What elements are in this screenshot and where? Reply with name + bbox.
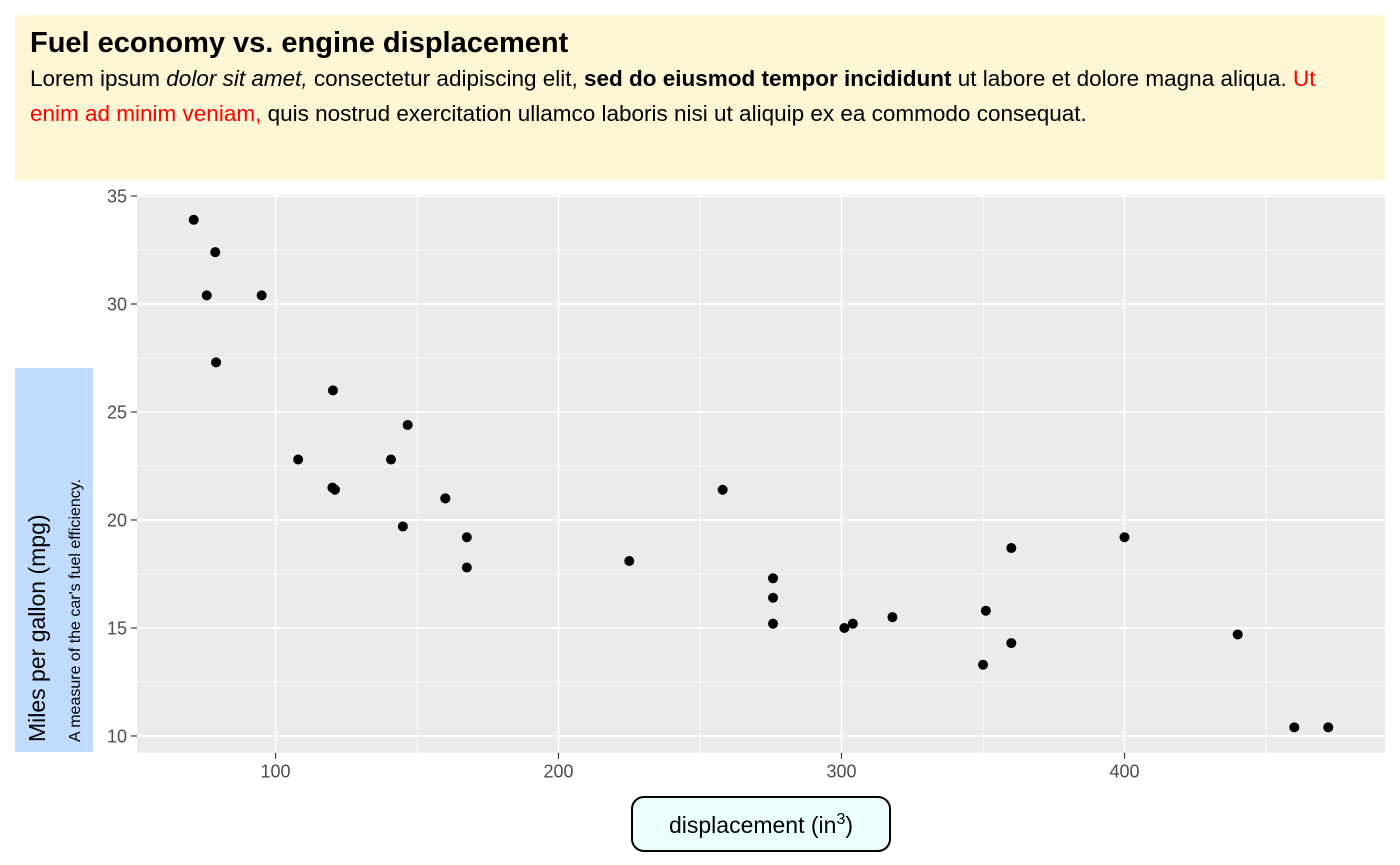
subtitle-segment: ut labore et dolore magna aliqua. [951,66,1294,91]
point [1232,629,1243,640]
point [978,659,989,670]
x-label-suffix: ) [845,812,853,838]
point [211,357,222,368]
x-label-superscript: 3 [836,811,845,828]
point [1006,638,1017,649]
subtitle-segment: consectetur adipiscing elit, [307,66,585,91]
point [385,454,396,465]
point [717,484,728,495]
x-label-text: displacement (in [669,812,836,838]
point [440,493,451,504]
point [201,290,212,301]
y-axis-note: A measure of the car's fuel efficiency. [67,479,84,742]
point [188,214,199,225]
point [402,419,413,430]
x-tick-label: 400 [1109,762,1139,782]
point [397,521,408,532]
y-axis-label: Miles per gallon (mpg) [24,514,50,742]
point [980,605,991,616]
point [839,622,850,633]
point [293,454,304,465]
y-label-box [15,368,93,752]
chart-title: Fuel economy vs. engine displacement [30,27,569,59]
header-box: Fuel economy vs. engine displacement Lor… [15,15,1385,180]
subtitle-segment: sed do eiusmod tempor incididunt [584,66,952,91]
x-tick-label: 200 [543,762,573,782]
panel-background [137,194,1385,753]
y-tick-label: 35 [107,187,127,207]
chart-subtitle: Lorem ipsum dolor sit amet, consectetur … [30,61,1370,131]
point [210,247,221,258]
y-tick-label: 25 [107,402,127,422]
point [1289,722,1300,733]
x-axis-label: displacement (in3) [669,811,853,838]
point [327,385,338,396]
point [887,612,898,623]
point [624,556,635,567]
point [1323,722,1334,733]
x-label-box [631,796,891,852]
subtitle-segment: quis nostrud exercitation ullamco labori… [261,101,1087,126]
point [461,532,472,543]
y-tick-label: 20 [107,510,127,530]
subtitle-segment: Lorem ipsum [30,66,167,91]
point [329,484,340,495]
point [847,618,858,629]
point [768,592,779,603]
subtitle-segment: dolor sit amet, [166,66,308,91]
point [461,562,472,573]
point [768,618,779,629]
y-tick-label: 10 [107,726,127,746]
y-tick-label: 30 [107,295,127,315]
point [768,573,779,584]
subtitle-segment: Ut enim ad minim veniam, [30,66,1316,126]
y-tick-label: 15 [107,618,127,638]
x-tick-label: 300 [826,762,856,782]
x-tick-label: 100 [261,762,291,782]
point [1119,532,1130,543]
point [256,290,267,301]
point [1006,543,1017,554]
